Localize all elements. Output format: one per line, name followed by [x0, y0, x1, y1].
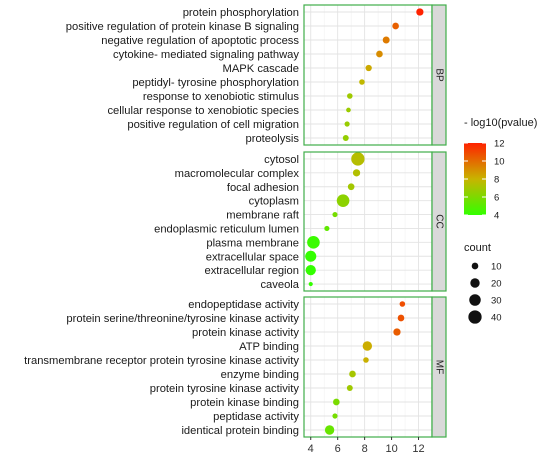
data-point: [416, 8, 424, 16]
facet-bp: protein phosphorylation positive regulati…: [66, 4, 447, 146]
term-label: transmembrane receptor protein tyrosine …: [24, 355, 299, 367]
term-label: protein kinase binding: [190, 397, 299, 409]
term-label: protein serine/threonine/tyrosine kinase…: [66, 313, 299, 325]
term-label: plasma membrane: [206, 237, 299, 249]
data-point: [342, 135, 349, 141]
data-point: [305, 265, 316, 276]
data-point: [393, 328, 401, 336]
x-tick-label: 4: [308, 443, 314, 455]
size-key: [470, 278, 480, 288]
size-key-label: 20: [491, 279, 502, 290]
data-point: [305, 250, 317, 262]
x-tick-label: 6: [335, 443, 341, 455]
color-tick-label: 6: [494, 193, 499, 204]
color-legend-title: - log10(pvalue): [464, 117, 537, 129]
x-tick-label: 12: [412, 443, 424, 455]
data-point: [363, 357, 369, 363]
data-point: [346, 107, 351, 113]
term-label: caveola: [260, 279, 299, 291]
data-point: [336, 194, 350, 207]
facet-cc: cytosol macromolecular complex focal adhes…: [154, 151, 447, 292]
data-point: [344, 121, 350, 127]
term-label: endopeptidase activity: [188, 299, 299, 311]
term-label: extracellular region: [204, 265, 299, 277]
data-point: [399, 301, 406, 307]
data-point: [347, 93, 353, 99]
term-label: negative regulation of apoptotic process: [101, 35, 299, 47]
data-point: [332, 413, 338, 419]
facet-strip-label: CC: [434, 214, 445, 228]
panel-background: [304, 5, 432, 145]
facet-strip: [431, 4, 447, 146]
term-label: cytokine- mediated signaling pathway: [113, 49, 299, 61]
data-point: [307, 236, 320, 249]
data-point: [346, 385, 353, 391]
term-label: cytoplasm: [249, 196, 299, 208]
size-key-label: 30: [491, 296, 502, 307]
x-axis: 4 6 8 10 12: [308, 437, 425, 455]
x-tick-label: 10: [385, 443, 397, 455]
data-point: [359, 79, 365, 85]
term-label: extracellular space: [206, 251, 299, 263]
term-label: identical protein binding: [181, 425, 299, 437]
term-label: peptidase activity: [213, 411, 299, 423]
x-tick-label: 8: [362, 443, 368, 455]
term-label: membrane raft: [226, 210, 300, 222]
term-label: endoplasmic reticulum lumen: [154, 223, 299, 235]
grid-lines: [304, 5, 432, 145]
data-point: [332, 211, 338, 218]
data-point: [362, 341, 373, 351]
term-label: protein tyrosine kinase activity: [150, 383, 300, 395]
facet-strip: [431, 151, 447, 292]
panel-background: [304, 297, 432, 437]
term-label: cellular response to xenobiotic species: [107, 105, 299, 117]
color-tick-label: 4: [494, 211, 499, 222]
term-label: focal adhesion: [227, 182, 299, 194]
size-key-label: 40: [491, 313, 502, 324]
color-tick-label: 12: [494, 139, 505, 150]
data-point: [382, 36, 390, 44]
term-label: response to xenobiotic stimulus: [143, 91, 299, 103]
facet-strip-label: BP: [434, 68, 445, 82]
size-legend-title: count: [464, 242, 491, 254]
facet-strip: [431, 296, 447, 438]
color-bar: [464, 143, 486, 215]
term-label: MAPK cascade: [223, 63, 299, 75]
term-label: peptidyl- tyrosine phosphorylation: [132, 77, 299, 89]
data-point: [392, 22, 399, 30]
facet-strip-label: MF: [434, 360, 445, 374]
data-point: [397, 314, 405, 322]
term-label: protein kinase activity: [192, 327, 299, 339]
size-key-label: 10: [491, 262, 502, 273]
term-label: enzyme binding: [221, 369, 299, 381]
term-label: protein phosphorylation: [183, 7, 299, 19]
data-point: [333, 398, 340, 406]
data-point: [365, 64, 372, 72]
term-label: cytosol: [264, 154, 299, 166]
data-point: [324, 425, 335, 435]
data-point: [308, 281, 313, 287]
facet-mf: endopeptidase activity protein serine/thr…: [24, 296, 447, 438]
color-tick-label: 10: [494, 157, 505, 168]
color-legend: - log10(pvalue) 4 6 8 10 12: [464, 117, 537, 222]
size-key: [469, 294, 481, 306]
term-label: proteolysis: [246, 133, 300, 145]
term-label: positive regulation of cell migration: [127, 119, 299, 131]
term-label: ATP binding: [239, 341, 299, 353]
size-key: [471, 262, 479, 270]
facet-panels: protein phosphorylation positive regulati…: [24, 4, 447, 438]
term-label: macromolecular complex: [175, 168, 300, 180]
term-label: positive regulation of protein kinase B …: [66, 21, 299, 33]
panel-background: [304, 152, 432, 291]
size-key: [468, 310, 482, 324]
color-tick-label: 8: [494, 175, 499, 186]
data-point: [352, 169, 361, 177]
data-point: [376, 50, 383, 58]
data-point: [347, 183, 355, 191]
data-point: [324, 225, 330, 232]
data-point: [349, 370, 356, 378]
data-point: [351, 152, 365, 166]
